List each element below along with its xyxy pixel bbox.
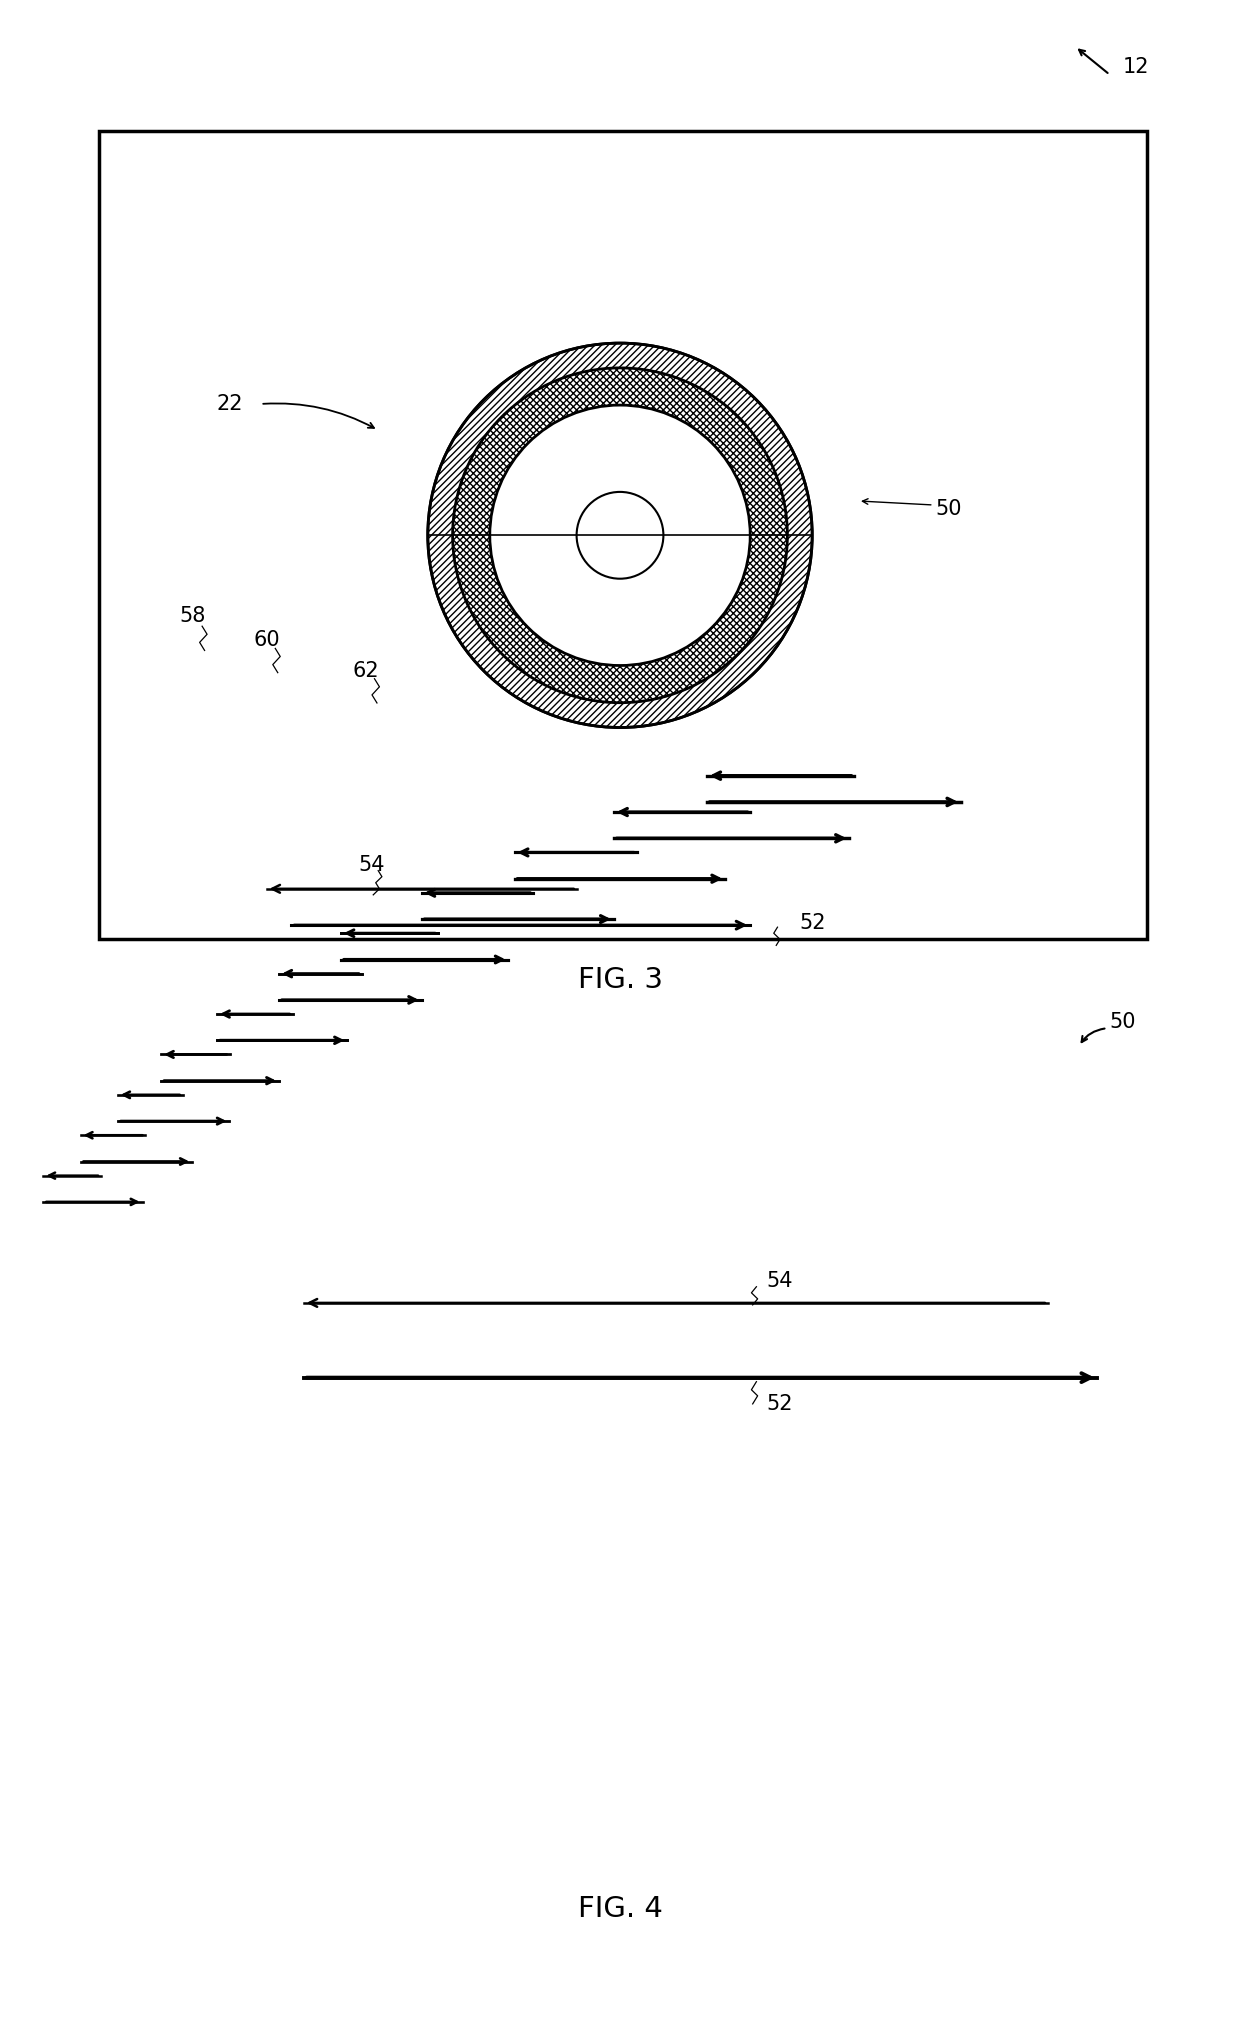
Text: 62: 62 xyxy=(352,661,379,681)
Text: 54: 54 xyxy=(358,854,386,875)
Text: 52: 52 xyxy=(800,913,826,933)
Text: 60: 60 xyxy=(253,630,280,650)
Text: 22: 22 xyxy=(216,394,243,414)
Text: 52: 52 xyxy=(766,1394,792,1414)
Bar xyxy=(99,131,1147,939)
Ellipse shape xyxy=(428,343,812,727)
Text: 58: 58 xyxy=(179,606,206,626)
Text: 56: 56 xyxy=(749,471,776,491)
Ellipse shape xyxy=(453,368,787,703)
Ellipse shape xyxy=(577,493,663,578)
Ellipse shape xyxy=(490,406,750,665)
Ellipse shape xyxy=(453,368,787,703)
Text: FIG. 3: FIG. 3 xyxy=(578,966,662,994)
Text: 50: 50 xyxy=(1110,1012,1136,1032)
Ellipse shape xyxy=(490,406,750,665)
Text: 12: 12 xyxy=(1122,57,1148,77)
Text: FIG. 4: FIG. 4 xyxy=(578,1895,662,1923)
Text: 50: 50 xyxy=(935,499,962,519)
Text: 54: 54 xyxy=(766,1271,792,1291)
